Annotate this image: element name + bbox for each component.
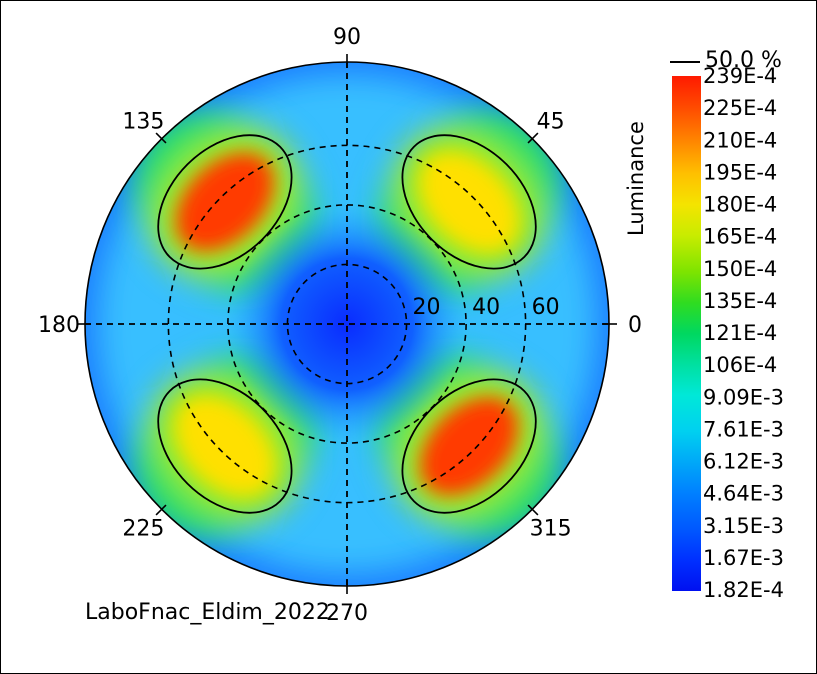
- colorbar-tick-label: 210E-4: [703, 128, 777, 152]
- colorbar-tick-label: 225E-4: [703, 96, 777, 120]
- angle-labels: 90 45 135 180 0 225 315 270: [38, 25, 642, 626]
- angle-label: 315: [530, 517, 572, 542]
- lobe-core: [420, 152, 519, 251]
- colorbar-tick-label: 180E-4: [703, 193, 777, 217]
- colorbar-tick-label: 150E-4: [703, 257, 777, 281]
- angle-label: 180: [38, 313, 80, 338]
- colorbar-labels: 239E-4 225E-4 210E-4 195E-4 180E-4 165E-4 150E…: [703, 64, 784, 602]
- angle-label: 45: [537, 109, 565, 134]
- angle-label: 0: [628, 313, 642, 338]
- angle-label: 225: [122, 517, 164, 542]
- grid-circle: [286, 263, 408, 385]
- colorbar-tick-label: 9.09E-3: [703, 385, 784, 409]
- contour-line: [157, 378, 293, 514]
- lobe-core: [175, 397, 274, 496]
- contours-50pct: [157, 134, 537, 514]
- colorbar-tick-label: 106E-4: [703, 353, 777, 377]
- radial-labels: 20 40 60: [413, 295, 560, 320]
- angle-tick: [155, 504, 167, 516]
- contour-line: [401, 134, 537, 270]
- colorbar-tick-label: 121E-4: [703, 321, 777, 345]
- colorbar-title: Luminance: [624, 121, 648, 236]
- colorbar-tick-label: 239E-4: [703, 64, 777, 88]
- contour-line: [157, 134, 293, 270]
- angle-tick: [155, 132, 167, 144]
- angle-tick: [527, 132, 539, 144]
- colorbar-tick-label: 195E-4: [703, 160, 777, 184]
- angle-label: 90: [333, 25, 361, 50]
- radial-label: 60: [532, 295, 560, 320]
- angle-label: 135: [122, 109, 164, 134]
- footer-label: LaboFnac_Eldim_2022: [85, 600, 330, 625]
- angle-label: 270: [326, 601, 368, 626]
- angle-tick: [527, 504, 539, 516]
- lobe-core: [175, 152, 274, 251]
- colorbar-tick-label: 6.12E-3: [703, 450, 784, 474]
- lobe-core: [420, 397, 519, 496]
- luminance-heatmap: [85, 62, 609, 586]
- angle-ticks: [77, 54, 617, 594]
- contour-line: [401, 378, 537, 514]
- radial-label: 20: [413, 295, 441, 320]
- colorbar-tick-label: 3.15E-3: [703, 514, 784, 538]
- colorbar-tick-label: 165E-4: [703, 225, 777, 249]
- colorbar-tick-label: 135E-4: [703, 289, 777, 313]
- grid-circle: [227, 204, 467, 444]
- colorbar: [672, 76, 701, 591]
- radial-label: 40: [472, 295, 500, 320]
- colorbar-tick-label: 1.67E-3: [703, 546, 784, 570]
- colorbar-tick-label: 1.82E-4: [703, 578, 784, 602]
- colorbar-tick-label: 4.64E-3: [703, 482, 784, 506]
- contour-legend-label: 50.0 %: [705, 48, 782, 73]
- colorbar-tick-label: 7.61E-3: [703, 417, 784, 441]
- center-low: [227, 204, 467, 444]
- polar-grid: [85, 62, 609, 586]
- grid-circle: [167, 144, 527, 504]
